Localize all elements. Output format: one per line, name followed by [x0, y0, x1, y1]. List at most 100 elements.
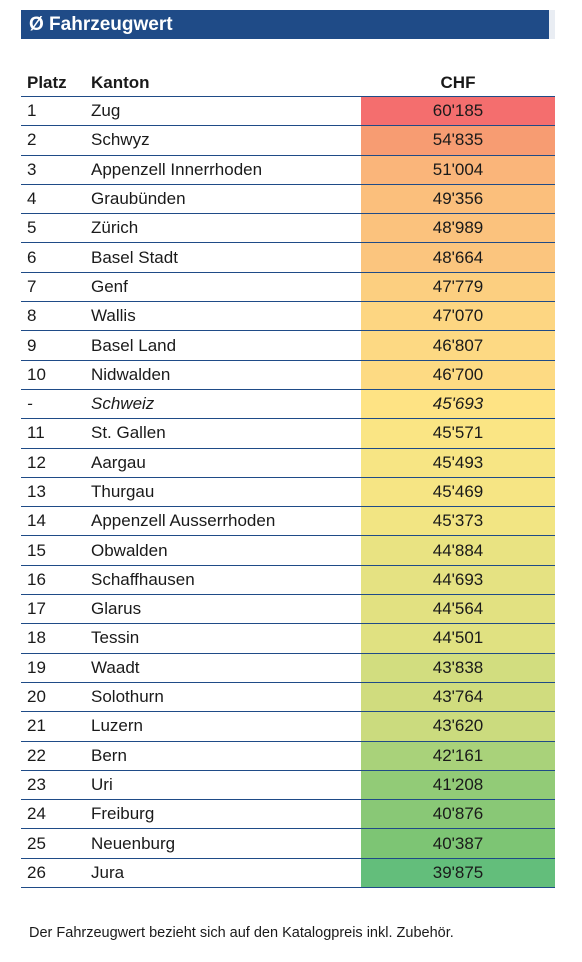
- table-row: 5 Zürich 48'989: [21, 213, 555, 244]
- value-cell: 51'004: [361, 155, 555, 185]
- header-value: CHF: [361, 70, 555, 97]
- table-row: 19 Waadt 43'838: [21, 653, 555, 683]
- rank-cell: 17: [21, 594, 91, 625]
- canton-cell: Schaffhausen: [91, 565, 361, 596]
- value-cell: 45'373: [361, 506, 555, 537]
- canton-cell: Schwyz: [91, 125, 361, 156]
- canton-cell: Schweiz: [91, 389, 361, 420]
- canton-cell: Bern: [91, 741, 361, 771]
- canton-cell: Uri: [91, 770, 361, 801]
- rank-cell: 24: [21, 799, 91, 830]
- footnote: Der Fahrzeugwert bezieht sich auf den Ka…: [29, 925, 454, 941]
- value-cell: 45'469: [361, 477, 555, 508]
- value-cell: 48'664: [361, 242, 555, 273]
- canton-cell: Tessin: [91, 623, 361, 654]
- canton-cell: Wallis: [91, 301, 361, 332]
- rank-cell: 19: [21, 653, 91, 683]
- table-row: 9 Basel Land 46'807: [21, 330, 555, 361]
- table-row: 18 Tessin 44'501: [21, 623, 555, 654]
- table-row: 16 Schaffhausen 44'693: [21, 565, 555, 596]
- value-cell: 54'835: [361, 125, 555, 156]
- table-row: 1 Zug 60'185: [21, 96, 555, 127]
- value-cell: 47'070: [361, 301, 555, 332]
- rank-cell: -: [21, 389, 91, 420]
- canton-cell: Aargau: [91, 448, 361, 478]
- canton-cell: Basel Stadt: [91, 242, 361, 273]
- table-body: 1 Zug 60'185 2 Schwyz 54'835 3 Appenzell Innerr…: [21, 96, 555, 889]
- canton-cell: Zürich: [91, 213, 361, 244]
- canton-cell: Neuenburg: [91, 828, 361, 859]
- rank-cell: 7: [21, 272, 91, 303]
- value-cell: 40'876: [361, 799, 555, 830]
- value-cell: 43'620: [361, 711, 555, 742]
- value-cell: 44'884: [361, 535, 555, 566]
- rank-cell: 10: [21, 360, 91, 390]
- rank-cell: 13: [21, 477, 91, 508]
- value-cell: 44'501: [361, 623, 555, 654]
- rank-cell: 22: [21, 741, 91, 771]
- value-cell: 43'838: [361, 653, 555, 683]
- table-row: 2 Schwyz 54'835: [21, 125, 555, 156]
- table-row: 24 Freiburg 40'876: [21, 799, 555, 830]
- canton-cell: St. Gallen: [91, 418, 361, 449]
- canton-cell: Jura: [91, 858, 361, 889]
- value-cell: 40'387: [361, 828, 555, 859]
- table-row: 14 Appenzell Ausserrhoden 45'373: [21, 506, 555, 537]
- table-header-row: Platz Kanton CHF: [21, 70, 555, 97]
- canton-cell: Graubünden: [91, 184, 361, 215]
- rank-cell: 15: [21, 535, 91, 566]
- value-cell: 44'693: [361, 565, 555, 596]
- table-row: 22 Bern 42'161: [21, 741, 555, 771]
- rank-cell: 14: [21, 506, 91, 537]
- canton-cell: Zug: [91, 96, 361, 127]
- rank-cell: 8: [21, 301, 91, 332]
- table-row: 26 Jura 39'875: [21, 858, 555, 889]
- canton-cell: Obwalden: [91, 535, 361, 566]
- table-row: 8 Wallis 47'070: [21, 301, 555, 332]
- rank-cell: 12: [21, 448, 91, 478]
- value-cell: 49'356: [361, 184, 555, 215]
- canton-cell: Luzern: [91, 711, 361, 742]
- rank-cell: 4: [21, 184, 91, 215]
- table-row: 10 Nidwalden 46'700: [21, 360, 555, 390]
- rank-cell: 23: [21, 770, 91, 801]
- table-row: 23 Uri 41'208: [21, 770, 555, 801]
- canton-cell: Appenzell Ausserrhoden: [91, 506, 361, 537]
- rank-cell: 20: [21, 682, 91, 713]
- rank-cell: 16: [21, 565, 91, 596]
- rank-cell: 18: [21, 623, 91, 654]
- table-row: 11 St. Gallen 45'571: [21, 418, 555, 449]
- table-row: 25 Neuenburg 40'387: [21, 828, 555, 859]
- value-cell: 44'564: [361, 594, 555, 625]
- table-row: - Schweiz 45'693: [21, 389, 555, 420]
- rank-cell: 5: [21, 213, 91, 244]
- canton-cell: Glarus: [91, 594, 361, 625]
- rank-cell: 11: [21, 418, 91, 449]
- table-row: 21 Luzern 43'620: [21, 711, 555, 742]
- rank-cell: 3: [21, 155, 91, 185]
- rank-cell: 1: [21, 96, 91, 127]
- value-cell: 45'693: [361, 389, 555, 420]
- table-row: 17 Glarus 44'564: [21, 594, 555, 625]
- rank-cell: 6: [21, 242, 91, 273]
- value-cell: 41'208: [361, 770, 555, 801]
- canton-cell: Appenzell Innerrhoden: [91, 155, 361, 185]
- rank-cell: 25: [21, 828, 91, 859]
- value-cell: 45'493: [361, 448, 555, 478]
- header-canton: Kanton: [91, 70, 361, 97]
- title-text: Ø Fahrzeugwert: [29, 14, 173, 35]
- table-row: 7 Genf 47'779: [21, 272, 555, 303]
- table-row: 6 Basel Stadt 48'664: [21, 242, 555, 273]
- value-cell: 43'764: [361, 682, 555, 713]
- value-cell: 60'185: [361, 96, 555, 127]
- canton-cell: Nidwalden: [91, 360, 361, 390]
- canton-cell: Basel Land: [91, 330, 361, 361]
- table-row: 13 Thurgau 45'469: [21, 477, 555, 508]
- header-rank: Platz: [21, 70, 91, 97]
- title-bar-edge: [549, 10, 555, 39]
- table-title: Ø Fahrzeugwert: [21, 10, 555, 39]
- ranking-table: Platz Kanton CHF 1 Zug 60'185 2 Schwyz 54'835…: [21, 70, 555, 889]
- table-row: 3 Appenzell Innerrhoden 51'004: [21, 155, 555, 185]
- table-row: 12 Aargau 45'493: [21, 448, 555, 478]
